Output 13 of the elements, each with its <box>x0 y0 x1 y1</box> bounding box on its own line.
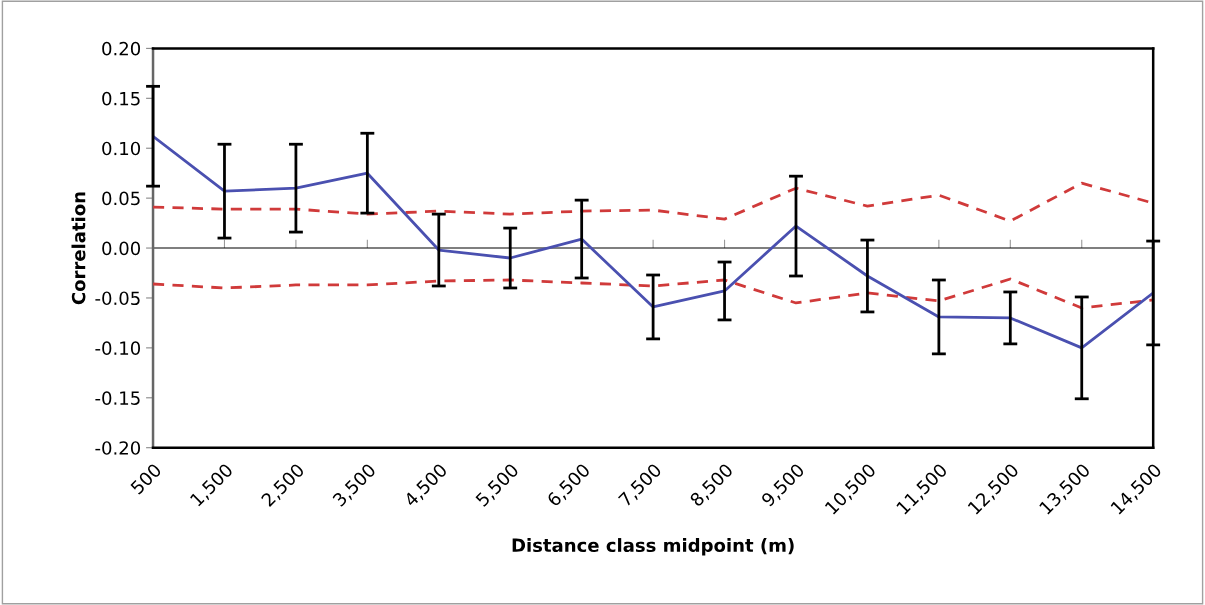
line-series <box>153 277 1154 310</box>
y-tick-label: 0.00 <box>102 241 141 256</box>
y-tick-label: 0.10 <box>102 141 141 156</box>
line-series <box>153 134 1154 350</box>
y-tick-label: -0.10 <box>95 341 141 355</box>
x-axis-title: Distance class midpoint (m) <box>512 538 794 556</box>
y-tick-label: 0.15 <box>102 91 140 106</box>
y-axis-title: Correlation <box>71 192 86 305</box>
y-tick-label: -0.15 <box>95 391 140 405</box>
y-tick-label: -0.05 <box>95 291 140 306</box>
y-tick-label: 0.20 <box>102 41 141 56</box>
y-tick-label: -0.20 <box>95 441 141 455</box>
y-tick-label: 0.05 <box>102 191 140 206</box>
